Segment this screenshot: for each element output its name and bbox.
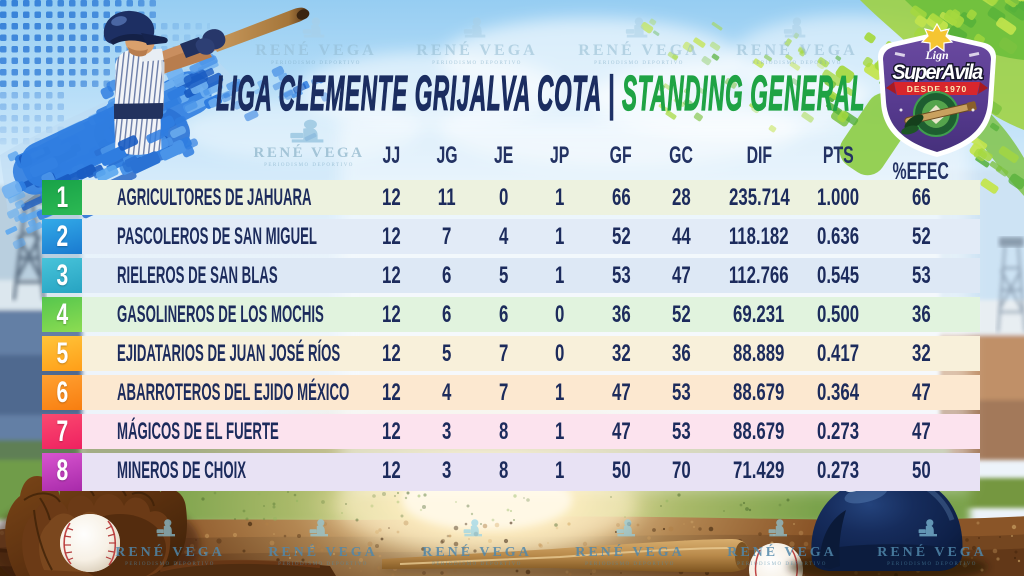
svg-text:Lign: Lign xyxy=(924,48,949,62)
svg-text:DESDE 1970: DESDE 1970 xyxy=(907,84,968,94)
svg-text:SuperAvila: SuperAvila xyxy=(892,62,983,84)
